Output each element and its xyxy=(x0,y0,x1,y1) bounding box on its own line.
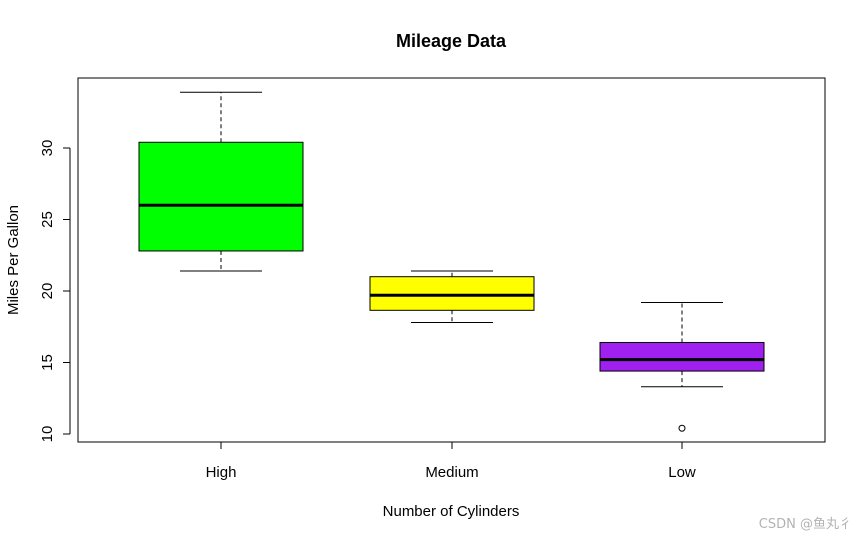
box-iqr xyxy=(369,276,535,311)
y-tick-label: 25 xyxy=(39,211,56,228)
box-low xyxy=(599,301,765,432)
y-tick-label: 10 xyxy=(39,426,56,443)
chart-title: Mileage Data xyxy=(396,31,507,51)
box-iqr xyxy=(599,341,765,372)
outlier-point xyxy=(678,424,686,432)
y-tick-label: 30 xyxy=(39,140,56,157)
y-axis: 10 15 20 25 30 xyxy=(39,140,71,443)
boxes xyxy=(138,91,765,432)
y-tick-label: 20 xyxy=(39,283,56,300)
watermark: CSDN @鱼丸彳 xyxy=(758,517,852,532)
y-axis-label: Miles Per Gallon xyxy=(5,205,22,315)
box-medium xyxy=(369,270,535,323)
plot-frame xyxy=(77,77,826,443)
y-tick-label: 15 xyxy=(39,354,56,371)
x-tick-label: Low xyxy=(668,464,696,481)
x-axis-label: Number of Cylinders xyxy=(383,503,520,520)
x-tick-label: Medium xyxy=(425,464,478,481)
x-tick-label: High xyxy=(206,464,237,481)
box-high xyxy=(138,91,304,272)
x-axis: High Medium Low xyxy=(206,441,696,481)
box-iqr xyxy=(138,141,304,252)
